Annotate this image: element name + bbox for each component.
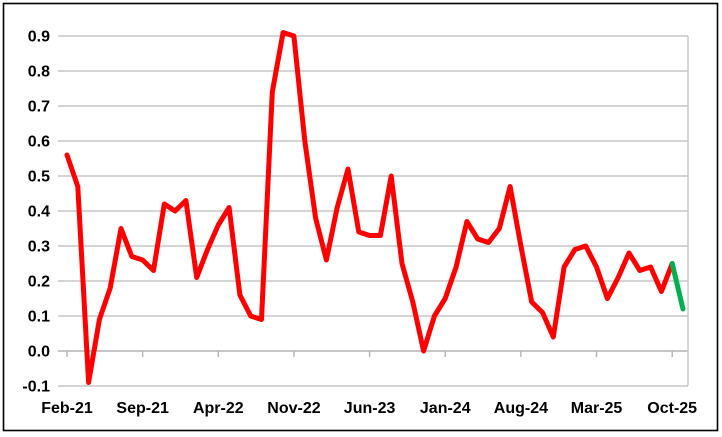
axis-labels-group: 0.9 0.8 0.7 0.6 0.5 0.4 0.3 0.2 0.1 0.0 -0.1 Feb-21… [22,29,697,418]
x-axis-tick-label: Oct-25 [647,400,697,417]
y-axis-tick-label: 0.7 [28,99,50,116]
x-axis-tick-label: Jan-24 [420,400,471,417]
x-axis-tick-label: Feb-21 [41,400,93,417]
gridlines-group [58,35,688,387]
x-axis-tick-label: Aug-24 [494,400,548,417]
latest-segment [669,261,686,312]
x-axis-tick-label: Nov-22 [267,400,320,417]
x-axis-tick-label: Sep-21 [116,400,169,417]
y-axis-tick-label: 0.3 [28,239,50,256]
y-axis-tick-label: 0.0 [28,344,50,361]
y-axis-tick-label: 0.5 [28,169,50,186]
outer-border [2,2,719,432]
y-axis-tick-label: 0.4 [28,204,50,221]
history-line [64,30,675,385]
series-group [64,30,686,385]
y-axis-tick-label: 0.1 [28,309,50,326]
axes-group [66,36,689,386]
y-axis-tick-label: 0.8 [28,64,50,81]
x-axis-tick-label: Apr-22 [193,400,244,417]
y-axis-tick-label: 0.9 [28,29,50,46]
y-axis-tick-label: 0.6 [28,134,50,151]
y-axis-tick-label: 0.2 [28,274,50,291]
x-axis-tick-label: Mar-25 [571,400,623,417]
y-axis-tick-label: -0.1 [22,379,50,396]
x-axis-tick-label: Jun-23 [344,400,396,417]
